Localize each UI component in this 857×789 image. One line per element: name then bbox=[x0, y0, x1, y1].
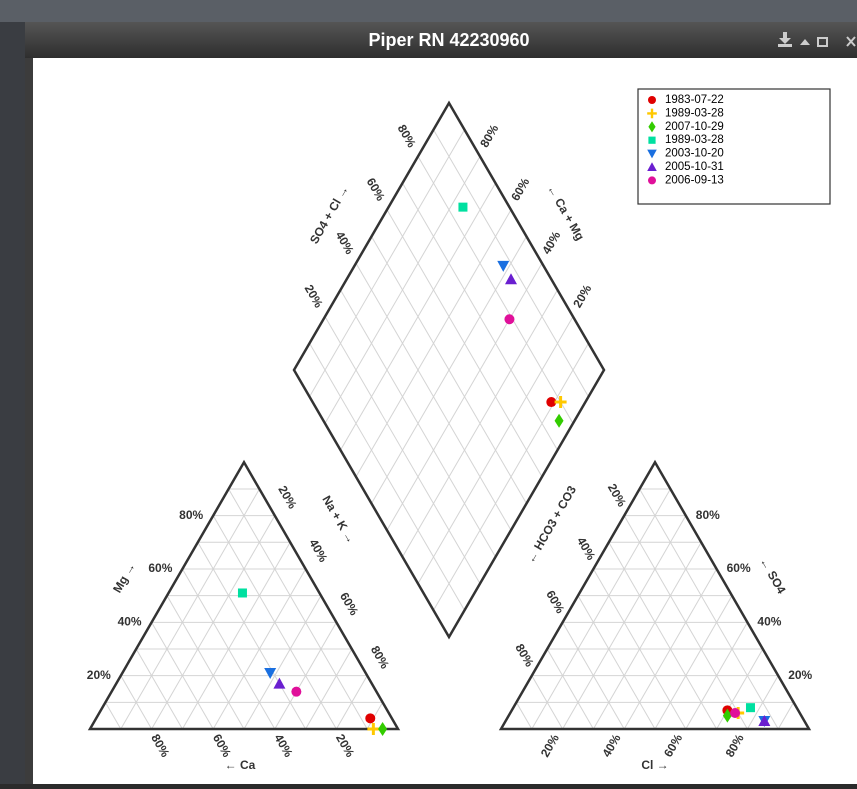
grid-line bbox=[305, 648, 353, 730]
maximize-button[interactable] bbox=[817, 37, 828, 47]
grid-line bbox=[592, 542, 702, 730]
grid-line bbox=[120, 488, 260, 730]
grid-line bbox=[777, 702, 795, 730]
grid-line bbox=[135, 648, 183, 730]
grid-line bbox=[531, 675, 564, 730]
grid-line bbox=[181, 542, 291, 730]
point bbox=[237, 588, 247, 598]
cation-triangle bbox=[87, 459, 401, 731]
tick-label: 80% bbox=[696, 508, 720, 522]
grid-line bbox=[120, 675, 153, 730]
grid-line bbox=[531, 488, 671, 730]
grid-line bbox=[340, 182, 496, 451]
grid-line bbox=[654, 595, 733, 730]
tick-label: 60% bbox=[148, 561, 172, 575]
point bbox=[554, 413, 564, 428]
legend-marker bbox=[648, 96, 656, 104]
point bbox=[758, 714, 771, 726]
tick-label: 40% bbox=[118, 614, 142, 628]
legend-label: 2007-10-29 bbox=[665, 121, 724, 133]
close-button[interactable] bbox=[846, 36, 856, 47]
grid-line bbox=[402, 182, 558, 451]
grid-line bbox=[546, 648, 594, 730]
grid-line bbox=[166, 595, 245, 730]
grid-line bbox=[386, 209, 543, 478]
grid-line bbox=[324, 156, 481, 424]
grid-line bbox=[335, 675, 368, 730]
legend-marker bbox=[647, 149, 657, 159]
tick-label: 60% bbox=[727, 561, 751, 575]
grid-line bbox=[562, 622, 625, 730]
axis-title: Cl → bbox=[641, 758, 668, 772]
point bbox=[365, 713, 376, 724]
minimize-button[interactable] bbox=[800, 39, 810, 45]
background bbox=[0, 22, 25, 784]
tick-label: 20% bbox=[87, 668, 111, 682]
legend: 1983-07-221989-03-282007-10-291989-03-28… bbox=[637, 88, 831, 205]
grid-line bbox=[417, 156, 574, 424]
grid-line bbox=[577, 595, 656, 730]
legend-marker bbox=[648, 136, 656, 144]
grid-line bbox=[608, 542, 718, 730]
grid-line bbox=[433, 129, 589, 397]
point bbox=[505, 273, 517, 285]
legend-label: 2005-10-31 bbox=[665, 161, 724, 173]
title-bar bbox=[25, 22, 857, 58]
point bbox=[458, 202, 468, 212]
anion-triangle bbox=[498, 459, 812, 731]
point bbox=[745, 703, 755, 713]
legend-label: 1983-07-22 bbox=[665, 94, 724, 106]
legend-marker bbox=[647, 162, 657, 171]
grid-line bbox=[746, 675, 779, 730]
grid-line bbox=[274, 622, 337, 730]
point bbox=[722, 708, 732, 723]
diamond bbox=[292, 100, 606, 640]
point bbox=[264, 667, 277, 679]
point bbox=[546, 397, 557, 408]
legend-marker bbox=[648, 121, 656, 133]
legend-label: 2003-10-20 bbox=[665, 148, 724, 160]
point bbox=[497, 260, 510, 272]
point bbox=[273, 677, 286, 689]
tick-label: 80% bbox=[179, 508, 203, 522]
axis-title: ← Ca bbox=[225, 758, 256, 772]
download-button[interactable] bbox=[778, 32, 792, 47]
point bbox=[554, 396, 567, 409]
grid-line bbox=[309, 129, 465, 397]
legend-box bbox=[637, 88, 831, 205]
grid-line bbox=[515, 702, 533, 730]
tick-label: 20% bbox=[788, 668, 812, 682]
legend-marker bbox=[648, 176, 656, 185]
legend-label: 2006-09-13 bbox=[665, 174, 724, 186]
grid-line bbox=[685, 622, 748, 730]
window-title: Piper RN 42230960 bbox=[368, 30, 529, 50]
grid-line bbox=[366, 702, 384, 730]
grid-line bbox=[151, 622, 214, 730]
legend-label: 1989-03-28 bbox=[665, 107, 724, 119]
background bbox=[0, 0, 857, 22]
point bbox=[730, 707, 741, 718]
legend-label: 1989-03-28 bbox=[665, 134, 724, 146]
grid-line bbox=[197, 542, 307, 730]
point bbox=[291, 686, 302, 697]
point bbox=[504, 314, 515, 325]
point bbox=[378, 722, 388, 736]
grid-line bbox=[228, 488, 368, 730]
legend-marker bbox=[647, 108, 657, 119]
grid-line bbox=[243, 595, 322, 730]
grid-line bbox=[371, 236, 527, 504]
grid-line bbox=[104, 702, 122, 730]
point bbox=[367, 723, 380, 735]
tick-label: 40% bbox=[757, 614, 781, 628]
grid-line bbox=[355, 209, 512, 478]
grid-line bbox=[639, 488, 779, 730]
